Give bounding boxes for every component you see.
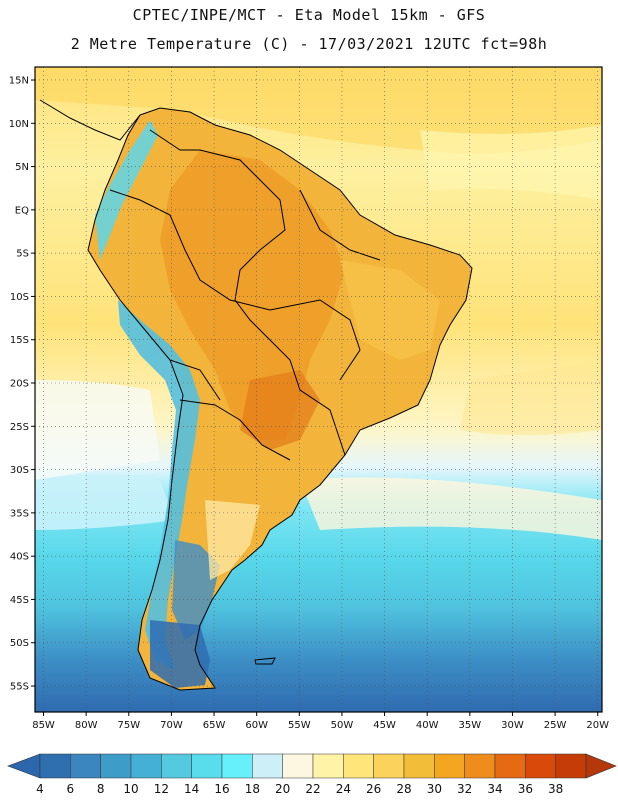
colorbar-segment: [39, 753, 71, 779]
lat-tick-label: 15S: [10, 335, 29, 346]
graticule: [35, 67, 602, 712]
colorbar-label: 4: [36, 782, 44, 796]
colorbar-segment: [434, 753, 465, 779]
colorbar-segment: [221, 753, 253, 779]
colorbar-label: 38: [548, 782, 563, 796]
colorbar-label: 36: [518, 782, 533, 796]
colorbar-segment: [494, 753, 526, 779]
temperature-field: [35, 67, 602, 712]
colorbar-label: 14: [184, 782, 199, 796]
colorbar-label: 32: [457, 782, 472, 796]
lon-tick-label: 65W: [203, 720, 226, 731]
colorbar-segment: [191, 753, 223, 779]
lat-tick-label: 50S: [10, 638, 29, 649]
lon-tick-label: 75W: [117, 720, 140, 731]
lat-tick-label: 10S: [10, 292, 29, 303]
lat-tick-label: 25S: [10, 422, 29, 433]
lat-tick-label: 15N: [9, 75, 29, 86]
colorbar-label: 28: [396, 782, 411, 796]
lon-tick-label: 35W: [459, 720, 482, 731]
lon-tick-label: 25W: [544, 720, 567, 731]
colorbar-label: 12: [154, 782, 169, 796]
lon-tick-label: 20W: [586, 720, 609, 731]
colorbar: 4 6 8 10 12 14 16 18 20 22 24 26 28 30 32 34 36 38: [7, 753, 617, 796]
colorbar-segment: [130, 753, 162, 779]
longitude-axis: 85W 80W 75W 70W 65W 60W 55W 50W 45W 40W 35W 30W 25W 2…: [32, 712, 609, 731]
colorbar-label: 8: [97, 782, 105, 796]
lon-tick-label: 70W: [160, 720, 183, 731]
lon-tick-label: 80W: [75, 720, 98, 731]
lat-tick-label: 10N: [9, 119, 29, 130]
colorbar-segment: [343, 753, 374, 779]
lon-tick-label: 40W: [416, 720, 439, 731]
colorbar-segment: [70, 753, 101, 779]
colorbar-segment: [373, 753, 405, 779]
lat-tick-label: 5N: [15, 162, 29, 173]
lat-tick-label: 30S: [10, 465, 29, 476]
colorbar-segment: [252, 753, 283, 779]
colorbar-segment: [282, 753, 314, 779]
lon-tick-label: 45W: [373, 720, 396, 731]
lat-tick-label: 40S: [10, 552, 29, 563]
colorbar-label: 34: [487, 782, 502, 796]
lon-tick-label: 60W: [245, 720, 268, 731]
colorbar-label: 30: [427, 782, 442, 796]
colorbar-segment: [161, 753, 192, 779]
lon-tick-label: 55W: [288, 720, 311, 731]
map-title-line2: 2 Metre Temperature (C) - 17/03/2021 12U…: [70, 35, 548, 53]
latitude-axis: 15N 10N 5N EQ 5S 10S 15S 20S 25S 30S 35S 40S 45S 50S 5…: [9, 75, 35, 693]
colorbar-label: 20: [275, 782, 290, 796]
colorbar-segment: [555, 753, 587, 779]
lat-tick-label: 55S: [10, 682, 29, 693]
lat-tick-label: 20S: [10, 379, 29, 390]
lat-tick-label: 45S: [10, 595, 29, 606]
colorbar-segment: [403, 753, 435, 779]
colorbar-segment: [312, 753, 344, 779]
colorbar-label: 26: [366, 782, 381, 796]
colorbar-label: 10: [123, 782, 138, 796]
lon-tick-label: 85W: [32, 720, 55, 731]
colorbar-label: 6: [67, 782, 75, 796]
colorbar-over-arrow: [585, 753, 617, 779]
lat-tick-label: 5S: [16, 249, 29, 260]
colorbar-label: 24: [336, 782, 351, 796]
colorbar-label: 22: [305, 782, 320, 796]
map-frame: [34, 66, 603, 713]
lon-tick-label: 50W: [331, 720, 354, 731]
map-title-line1: CPTEC/INPE/MCT - Eta Model 15km - GFS: [132, 6, 486, 24]
colorbar-segment: [100, 753, 132, 779]
colorbar-label: 18: [245, 782, 260, 796]
coastlines: [39, 99, 473, 691]
lat-tick-label: EQ: [15, 205, 29, 216]
lat-tick-label: 35S: [10, 508, 29, 519]
colorbar-segment: [464, 753, 496, 779]
colorbar-segment: [525, 753, 556, 779]
lon-tick-label: 30W: [501, 720, 524, 731]
colorbar-label: 16: [214, 782, 229, 796]
colorbar-under-arrow: [7, 753, 41, 779]
